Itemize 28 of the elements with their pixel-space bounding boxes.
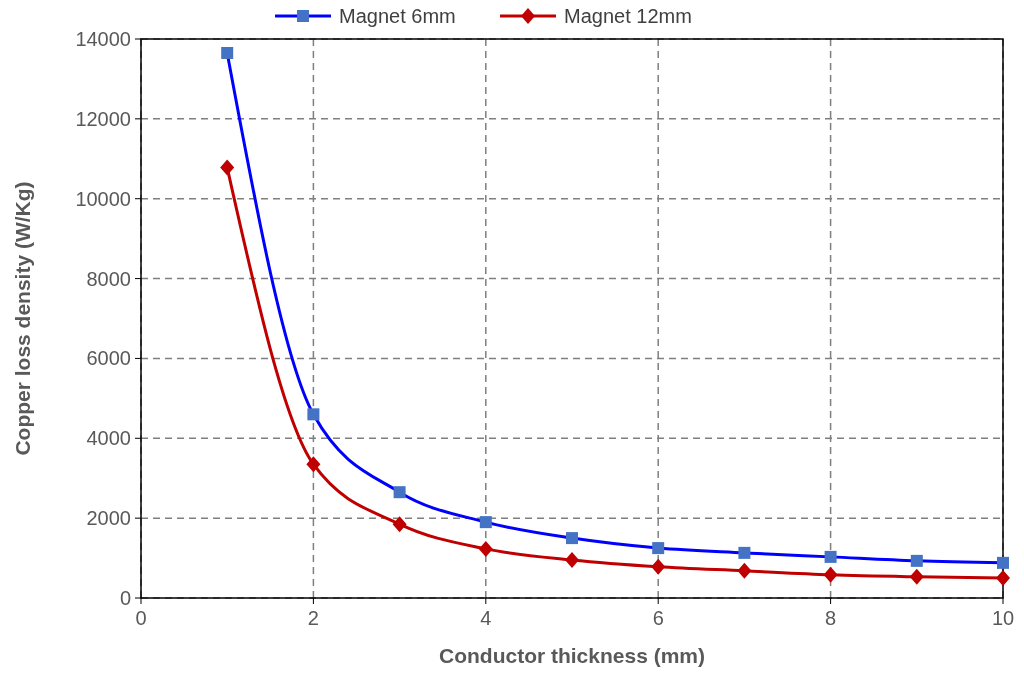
point: [996, 570, 1010, 587]
x-axis-title: Conductor thickness (mm): [438, 644, 706, 667]
legend-label: Magnet 12mm: [564, 5, 692, 27]
point: [909, 568, 924, 585]
point: [392, 516, 407, 533]
y-tick-label: 8000: [86, 267, 131, 290]
point: [478, 540, 493, 557]
y-tick-label: 4000: [86, 427, 131, 450]
legend-label: Magnet 6mm: [339, 5, 456, 27]
y-tick-label: 10000: [75, 187, 131, 210]
x-tick-label: 0: [135, 607, 147, 629]
x-tick-label: 4: [480, 607, 492, 629]
x-tick-label: 6: [652, 607, 664, 629]
y-tick-label: 0: [119, 587, 131, 609]
y-tick-label: 6000: [86, 347, 131, 370]
x-tick-label: 10: [991, 607, 1015, 629]
point: [306, 456, 321, 473]
point: [565, 552, 579, 569]
x-tick-label: 2: [307, 607, 319, 629]
y-axis-title: Copper loss density (W/Kg): [11, 181, 34, 456]
y-tick-label: 2000: [86, 507, 131, 530]
point: [823, 566, 838, 583]
y-tick-label: 12000: [75, 107, 131, 130]
point: [737, 562, 752, 579]
x-tick-label: 8: [825, 607, 837, 629]
point: [651, 558, 666, 575]
y-tick-label: 14000: [75, 28, 131, 50]
point: [220, 159, 235, 176]
